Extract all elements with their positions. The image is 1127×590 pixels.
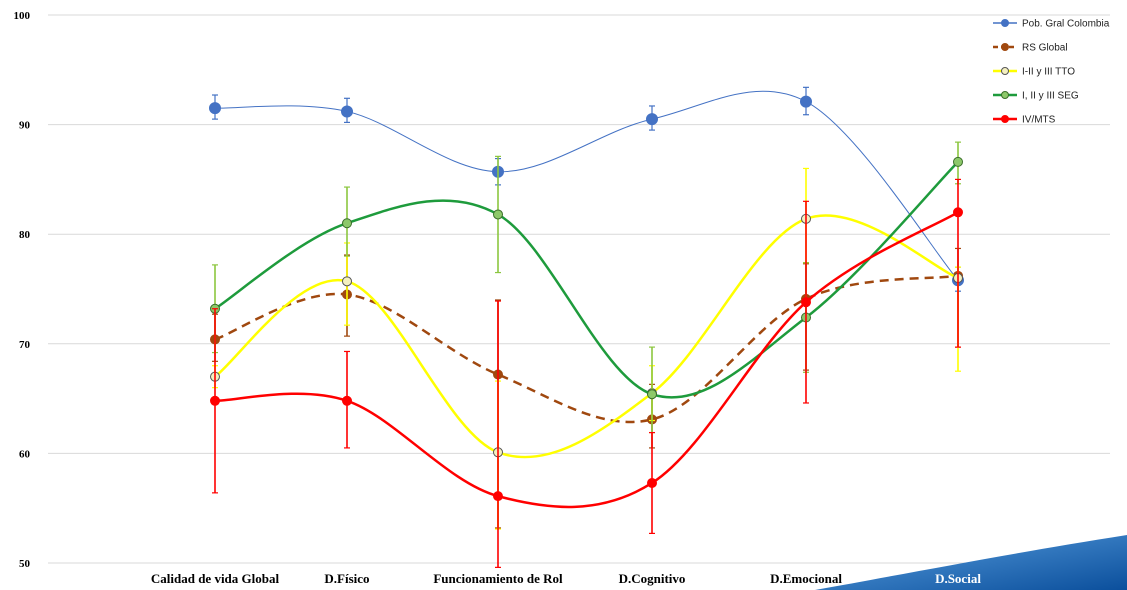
- data-point: [341, 105, 353, 118]
- legend-item: RS Global: [993, 43, 1068, 54]
- series-line: [214, 211, 959, 509]
- data-point: [646, 113, 658, 126]
- y-axis: 50 60 70 80 90 100: [14, 10, 31, 570]
- data-point: [342, 276, 352, 287]
- y-tick-label: 90: [19, 120, 31, 132]
- legend-item: Pob. Gral Colombia: [993, 19, 1110, 30]
- series-1: [210, 247, 963, 529]
- series-line: [214, 90, 959, 281]
- x-axis: Calidad de vida Global D.Físico Funcionami…: [151, 571, 981, 586]
- x-tick-label: Funcionamiento de Rol: [433, 571, 563, 586]
- data-point: [342, 395, 352, 406]
- legend-label: RS Global: [1022, 43, 1068, 54]
- legend: Pob. Gral Colombia RS Global I-II y III TT…: [993, 19, 1110, 126]
- legend-item: IV/MTS: [993, 115, 1056, 126]
- x-tick-label: D.Social: [935, 571, 981, 586]
- series-2: [210, 167, 963, 530]
- legend-label: IV/MTS: [1022, 115, 1056, 126]
- legend-marker: [1001, 43, 1009, 51]
- series-layer: [209, 86, 964, 568]
- y-tick-label: 50: [19, 558, 31, 570]
- series-4: [210, 178, 963, 568]
- x-tick-label: D.Emocional: [770, 571, 842, 586]
- x-tick-label: Calidad de vida Global: [151, 571, 280, 586]
- y-tick-label: 70: [19, 339, 31, 351]
- data-point: [493, 491, 503, 502]
- legend-marker: [1001, 91, 1009, 99]
- legend-item: I-II y III TTO: [993, 67, 1075, 78]
- y-tick-label: 60: [19, 448, 31, 460]
- x-tick-label: D.Cognitivo: [619, 571, 686, 586]
- y-tick-label: 80: [19, 229, 31, 241]
- legend-label: I-II y III TTO: [1022, 67, 1075, 78]
- gridlines: [48, 14, 1110, 564]
- data-point: [953, 156, 963, 167]
- legend-marker: [1001, 67, 1009, 75]
- legend-label: Pob. Gral Colombia: [1022, 19, 1110, 30]
- data-point: [800, 95, 812, 108]
- legend-marker: [1001, 115, 1009, 123]
- data-point: [342, 218, 352, 229]
- data-point: [647, 477, 657, 488]
- y-tick-label: 100: [14, 10, 31, 22]
- data-point: [953, 207, 963, 218]
- series-line: [214, 160, 959, 399]
- decorative-corner-swoosh: [815, 535, 1127, 590]
- data-point: [209, 102, 221, 115]
- data-point: [801, 297, 811, 308]
- legend-label: I, II y III SEG: [1022, 91, 1079, 102]
- x-tick-label: D.Físico: [324, 571, 369, 586]
- legend-marker: [1001, 19, 1009, 27]
- series-line: [214, 214, 959, 459]
- legend-item: I, II y III SEG: [993, 91, 1079, 102]
- series-line: [214, 274, 959, 424]
- series-0: [209, 86, 964, 292]
- data-point: [647, 389, 657, 400]
- data-point: [493, 209, 503, 220]
- series-3: [210, 141, 963, 434]
- data-point: [210, 395, 220, 406]
